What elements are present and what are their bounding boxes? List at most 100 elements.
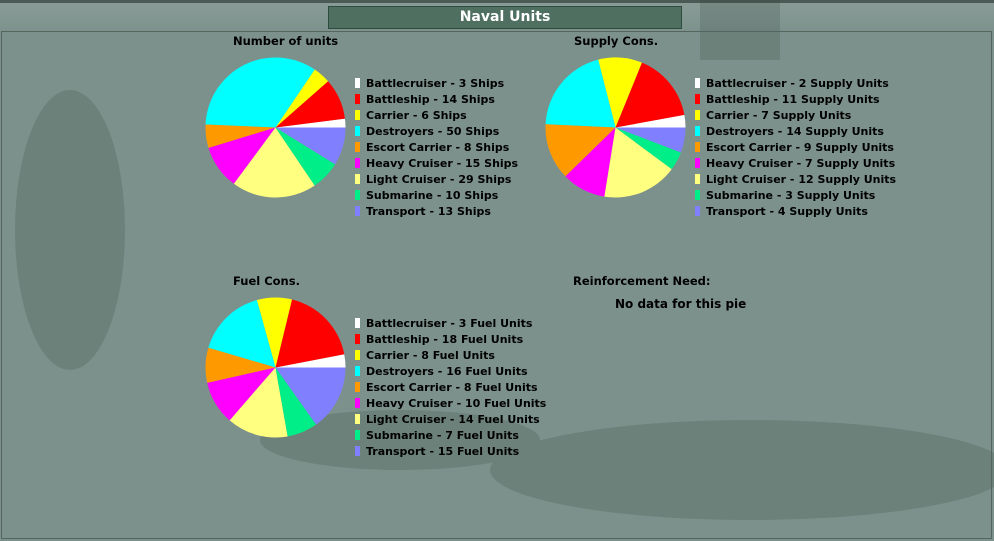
legend-item-carrier: Carrier - 8 Fuel Units <box>355 348 546 364</box>
legend-swatch <box>355 318 360 328</box>
pie-slice-carrier <box>598 57 642 128</box>
pie-slice-destroyers <box>208 300 276 368</box>
window-top-border <box>0 0 994 3</box>
pie-slice-battlecruiser <box>615 114 686 128</box>
legend-swatch <box>355 126 360 136</box>
pie-slice-carrier <box>275 69 329 128</box>
legend-swatch <box>695 142 700 152</box>
legend-label: Transport - 13 Ships <box>366 205 491 218</box>
legend-swatch <box>355 334 360 344</box>
legend-item-transport: Transport - 4 Supply Units <box>695 204 896 220</box>
units-pie-chart <box>205 57 346 198</box>
pie-slice-heavy-cruiser <box>207 367 276 421</box>
legend-item-battlecruiser: Battlecruiser - 3 Fuel Units <box>355 316 546 332</box>
pie-slice-light-cruiser <box>233 127 315 198</box>
legend-item-battlecruiser: Battlecruiser - 2 Supply Units <box>695 76 896 92</box>
legend-swatch <box>355 414 360 424</box>
reinforcement-chart-title: Reinforcement Need: <box>573 274 711 288</box>
pie-slice-battlecruiser <box>275 118 346 128</box>
legend-swatch <box>355 142 360 152</box>
legend-swatch <box>355 174 360 184</box>
pie-slice-battleship <box>615 62 685 128</box>
legend-label: Heavy Cruiser - 10 Fuel Units <box>366 397 547 410</box>
legend-label: Submarine - 3 Supply Units <box>706 189 876 202</box>
legend-swatch <box>355 366 360 376</box>
legend-item-escort-carrier: Escort Carrier - 8 Ships <box>355 140 518 156</box>
legend-label: Carrier - 7 Supply Units <box>706 109 852 122</box>
legend-label: Light Cruiser - 12 Supply Units <box>706 173 897 186</box>
legend-label: Battleship - 14 Ships <box>366 93 495 106</box>
legend-label: Transport - 4 Supply Units <box>706 205 868 218</box>
legend-swatch <box>355 398 360 408</box>
supply-pie-chart <box>545 57 686 198</box>
pie-slice-escort-carrier <box>205 347 276 383</box>
content-frame <box>1 31 992 539</box>
pie-slice-escort-carrier <box>205 124 276 148</box>
pie-slice-escort-carrier <box>545 124 616 177</box>
legend-item-escort-carrier: Escort Carrier - 9 Supply Units <box>695 140 896 156</box>
pie-slice-battleship <box>275 81 345 128</box>
pie-slice-carrier <box>256 297 292 368</box>
legend-swatch <box>355 78 360 88</box>
legend-item-battleship: Battleship - 18 Fuel Units <box>355 332 546 348</box>
legend-swatch <box>355 206 360 216</box>
legend-label: Battleship - 18 Fuel Units <box>366 333 524 346</box>
legend-label: Submarine - 10 Ships <box>366 189 499 202</box>
units-chart-title: Number of units <box>233 34 339 48</box>
pie-slice-transport <box>275 127 346 165</box>
legend-swatch <box>355 110 360 120</box>
legend-item-light-cruiser: Light Cruiser - 29 Ships <box>355 172 518 188</box>
pie-slice-submarine <box>275 367 317 437</box>
legend-label: Battlecruiser - 3 Ships <box>366 77 505 90</box>
legend-label: Destroyers - 50 Ships <box>366 125 500 138</box>
legend-label: Light Cruiser - 14 Fuel Units <box>366 413 540 426</box>
supply-legend: Battlecruiser - 2 Supply Units Battleship… <box>695 76 896 220</box>
legend-label: Escort Carrier - 8 Ships <box>366 141 510 154</box>
legend-label: Light Cruiser - 29 Ships <box>366 173 512 186</box>
window-title: Naval Units <box>459 9 551 25</box>
legend-item-submarine: Submarine - 7 Fuel Units <box>355 428 546 444</box>
legend-item-destroyers: Destroyers - 50 Ships <box>355 124 518 140</box>
pie-slice-transport <box>615 127 686 153</box>
window-title-bar: Naval Units <box>328 6 682 29</box>
legend-item-submarine: Submarine - 3 Supply Units <box>695 188 896 204</box>
legend-swatch <box>695 94 700 104</box>
legend-swatch <box>355 190 360 200</box>
legend-item-submarine: Submarine - 10 Ships <box>355 188 518 204</box>
pie-slice-submarine <box>275 127 336 186</box>
legend-label: Transport - 15 Fuel Units <box>366 445 520 458</box>
pie-slice-transport <box>275 367 346 425</box>
legend-swatch <box>355 350 360 360</box>
legend-swatch <box>695 206 700 216</box>
units-legend: Battlecruiser - 3 Ships Battleship - 14 S… <box>355 76 518 220</box>
legend-label: Carrier - 8 Fuel Units <box>366 349 495 362</box>
legend-label: Escort Carrier - 9 Supply Units <box>706 141 894 154</box>
legend-item-carrier: Carrier - 6 Ships <box>355 108 518 124</box>
legend-label: Escort Carrier - 8 Fuel Units <box>366 381 538 394</box>
legend-item-battleship: Battleship - 14 Ships <box>355 92 518 108</box>
legend-item-battleship: Battleship - 11 Supply Units <box>695 92 896 108</box>
fuel-chart-title: Fuel Cons. <box>233 274 300 288</box>
legend-label: Submarine - 7 Fuel Units <box>366 429 519 442</box>
legend-swatch <box>695 126 700 136</box>
legend-item-heavy-cruiser: Heavy Cruiser - 10 Fuel Units <box>355 396 546 412</box>
pie-slice-heavy-cruiser <box>565 127 616 197</box>
legend-label: Battlecruiser - 3 Fuel Units <box>366 317 533 330</box>
pie-slice-destroyers <box>545 59 616 128</box>
legend-item-battlecruiser: Battlecruiser - 3 Ships <box>355 76 518 92</box>
legend-swatch <box>355 158 360 168</box>
pie-slice-battleship <box>275 299 345 368</box>
legend-item-escort-carrier: Escort Carrier - 8 Fuel Units <box>355 380 546 396</box>
legend-swatch <box>695 174 700 184</box>
legend-item-transport: Transport - 13 Ships <box>355 204 518 220</box>
legend-label: Battlecruiser - 2 Supply Units <box>706 77 889 90</box>
legend-item-carrier: Carrier - 7 Supply Units <box>695 108 896 124</box>
pie-slice-destroyers <box>205 57 315 128</box>
legend-swatch <box>695 190 700 200</box>
legend-swatch <box>355 430 360 440</box>
legend-item-transport: Transport - 15 Fuel Units <box>355 444 546 460</box>
legend-swatch <box>355 446 360 456</box>
legend-label: Destroyers - 14 Supply Units <box>706 125 884 138</box>
pie-slice-light-cruiser <box>229 367 288 438</box>
fuel-legend: Battlecruiser - 3 Fuel Units Battleship -… <box>355 316 546 460</box>
